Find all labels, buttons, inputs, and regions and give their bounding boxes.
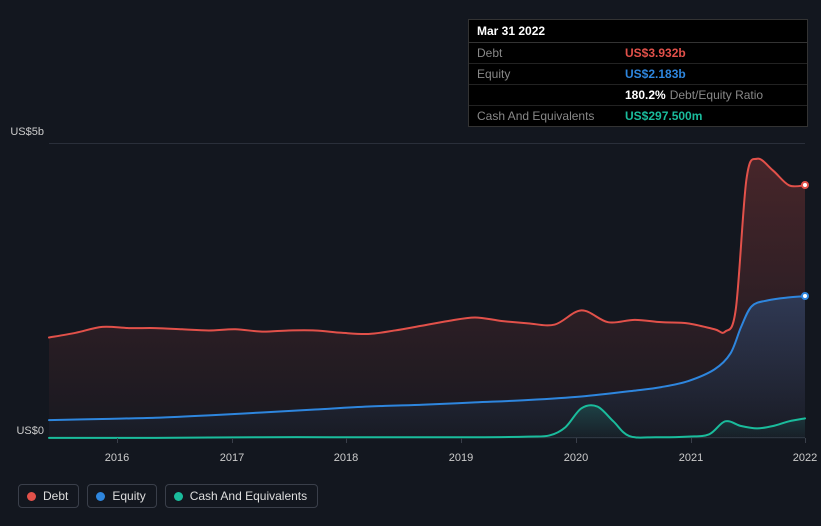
x-axis-tick <box>346 438 347 443</box>
tooltip-row: 180.2% Debt/Equity Ratio <box>469 85 807 106</box>
legend-dot-icon <box>27 492 36 501</box>
tooltip-row-value: US$3.932b <box>625 47 686 59</box>
series-end-marker-debt <box>801 181 809 189</box>
x-axis-label: 2016 <box>105 452 129 464</box>
legend-item[interactable]: Equity <box>87 484 156 508</box>
tooltip-row-label: Equity <box>477 68 625 80</box>
x-axis-tick <box>576 438 577 443</box>
x-axis-tick <box>461 438 462 443</box>
tooltip-date: Mar 31 2022 <box>469 20 807 43</box>
tooltip-row-extra: Debt/Equity Ratio <box>670 89 763 101</box>
legend-item[interactable]: Debt <box>18 484 79 508</box>
x-axis-label: 2022 <box>793 452 817 464</box>
legend-label: Debt <box>43 489 68 503</box>
x-axis-label: 2021 <box>679 452 703 464</box>
tooltip-row: EquityUS$2.183b <box>469 64 807 85</box>
series-line-debt <box>49 159 805 338</box>
x-axis-tick <box>805 438 806 443</box>
x-axis-tick <box>117 438 118 443</box>
tooltip-row-value: US$297.500m <box>625 110 702 122</box>
x-axis-tick <box>232 438 233 443</box>
chart-tooltip: Mar 31 2022 DebtUS$3.932bEquityUS$2.183b… <box>468 19 808 127</box>
x-axis-label: 2020 <box>564 452 588 464</box>
tooltip-row-label: Cash And Equivalents <box>477 110 625 122</box>
legend-dot-icon <box>174 492 183 501</box>
series-end-marker-equity <box>801 292 809 300</box>
tooltip-row-label: Debt <box>477 47 625 59</box>
tooltip-row-label <box>477 89 625 101</box>
legend-label: Cash And Equivalents <box>190 489 307 503</box>
tooltip-row-value: US$2.183b <box>625 68 686 80</box>
tooltip-row-value: 180.2% <box>625 89 666 101</box>
chart-plot-area <box>49 143 805 438</box>
y-axis-label: US$0 <box>16 425 44 437</box>
chart-legend: Debt Equity Cash And Equivalents <box>18 484 318 508</box>
legend-dot-icon <box>96 492 105 501</box>
x-axis-label: 2019 <box>449 452 473 464</box>
legend-label: Equity <box>112 489 145 503</box>
area-chart-svg <box>49 144 805 439</box>
tooltip-row: Cash And EquivalentsUS$297.500m <box>469 106 807 126</box>
x-axis-label: 2018 <box>334 452 358 464</box>
x-axis-tick <box>691 438 692 443</box>
y-axis-label: US$5b <box>10 126 44 138</box>
x-axis-label: 2017 <box>220 452 244 464</box>
legend-item[interactable]: Cash And Equivalents <box>165 484 318 508</box>
tooltip-row: DebtUS$3.932b <box>469 43 807 64</box>
